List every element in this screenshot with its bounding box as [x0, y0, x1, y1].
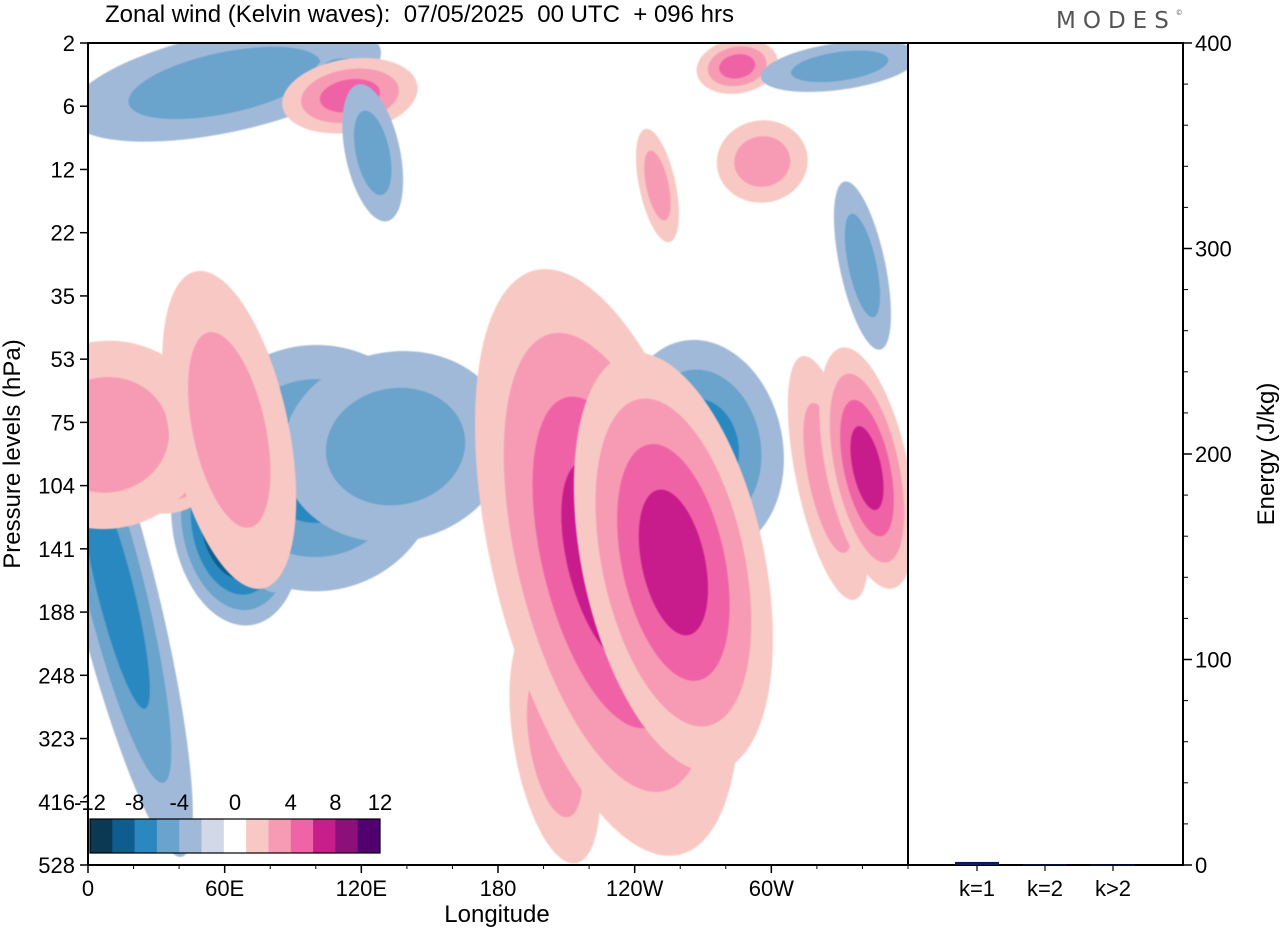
energy-axis-label: Energy (J/kg): [1253, 383, 1280, 526]
energy-category-label: k=2: [1027, 876, 1063, 901]
y-tick-label: 104: [38, 474, 75, 499]
colorbar-swatch: [156, 819, 180, 853]
y-tick-label: 528: [38, 853, 75, 878]
wind-anomaly-contour: [644, 150, 671, 221]
energy-bars: k=1 k=2 k>2: [955, 861, 1135, 901]
x-tick-label: 120W: [606, 876, 664, 901]
wind-anomaly-contour: [88, 471, 150, 709]
energy-bar: [1023, 864, 1067, 866]
energy-category-label: k=1: [959, 876, 995, 901]
colorbar-swatch: [179, 819, 203, 853]
y-tick-label: 323: [38, 727, 75, 752]
colorbar-swatch: [223, 819, 247, 853]
energy-tick-label: 200: [1195, 442, 1232, 467]
colorbar-tick-label: 8: [329, 790, 341, 815]
colorbar-tick-label: -4: [169, 790, 189, 815]
energy-tick-label: 0: [1195, 853, 1207, 878]
y-tick-label: 6: [63, 94, 75, 119]
colorbar-tick-label: -8: [125, 790, 145, 815]
wind-anomaly-contour: [353, 110, 392, 196]
x-tick-label: 60E: [205, 876, 244, 901]
energy-category-label: k>2: [1095, 876, 1131, 901]
y-axis-label: Pressure levels (hPa): [0, 339, 26, 568]
colorbar-swatch: [90, 819, 113, 853]
heatmap-field: [88, 43, 908, 864]
energy-bar: [955, 861, 999, 865]
x-tick-label: 60W: [749, 876, 794, 901]
wind-anomaly-contour: [719, 54, 756, 79]
x-axis-label: Longitude: [444, 901, 549, 928]
colorbar-swatch: [313, 819, 336, 853]
colorbar-swatch: [112, 819, 136, 853]
energy-tick-label: 400: [1195, 31, 1232, 56]
wind-anomaly-contour: [638, 489, 709, 636]
colorbar: -12 -8 -4 0 4 8 12: [74, 790, 392, 854]
colorbar-tick-label: 0: [229, 790, 241, 815]
x-tick-label: 180: [480, 876, 517, 901]
y-tick-label: 53: [51, 347, 75, 372]
colorbar-swatch: [335, 819, 359, 853]
wind-anomaly-contour: [88, 376, 170, 493]
wind-anomaly-contour: [791, 50, 889, 83]
wind-anomaly-contour: [187, 332, 271, 528]
colorbar-tick-label: -12: [74, 790, 106, 815]
wind-anomaly-contour: [325, 387, 466, 506]
y-tick-label: 248: [38, 663, 75, 688]
colorbar-swatch: [134, 819, 158, 853]
colorbar-border: [89, 818, 381, 854]
colorbar-swatch: [357, 819, 381, 853]
colorbar-tick-label: 12: [368, 790, 392, 815]
colorbar-swatch: [201, 819, 225, 853]
wind-anomaly-contour: [734, 136, 791, 187]
y-tick-label: 2: [63, 31, 75, 56]
wind-anomaly-contour: [850, 426, 884, 511]
wind-anomaly-contour: [844, 213, 881, 318]
colorbar-swatch: [268, 819, 292, 853]
y-tick-label: 141: [38, 537, 75, 562]
x-tick-label: 120E: [336, 876, 387, 901]
y-axis: 2 6 12 22 35 53 75 104 141 188 248 323 416 528: [38, 31, 88, 878]
energy-tick-label: 300: [1195, 237, 1232, 262]
x-axis: 0 60E 120E 180 120W 60W: [82, 865, 909, 901]
wind-anomaly-contour: [128, 46, 321, 120]
colorbar-tick-label: 4: [285, 790, 297, 815]
colorbar-swatch: [290, 819, 314, 853]
y-tick-label: 12: [51, 157, 75, 182]
modes-logo: MODES©: [1056, 8, 1183, 34]
y-tick-label: 35: [51, 284, 75, 309]
x-tick-label: 0: [82, 876, 94, 901]
energy-axis: 0 100 200 300 400: [1183, 31, 1232, 878]
energy-tick-label: 100: [1195, 648, 1232, 673]
colorbar-swatch: [246, 819, 269, 853]
y-tick-label: 416: [38, 790, 75, 815]
chart-title: Zonal wind (Kelvin waves): 07/05/2025 00…: [105, 1, 734, 28]
y-tick-label: 22: [51, 221, 75, 246]
energy-frame: [907, 42, 1184, 866]
brand-text: MODES: [1056, 8, 1176, 34]
y-tick-label: 75: [51, 410, 75, 435]
y-tick-label: 188: [38, 600, 75, 625]
brand-mark: ©: [1175, 9, 1183, 18]
